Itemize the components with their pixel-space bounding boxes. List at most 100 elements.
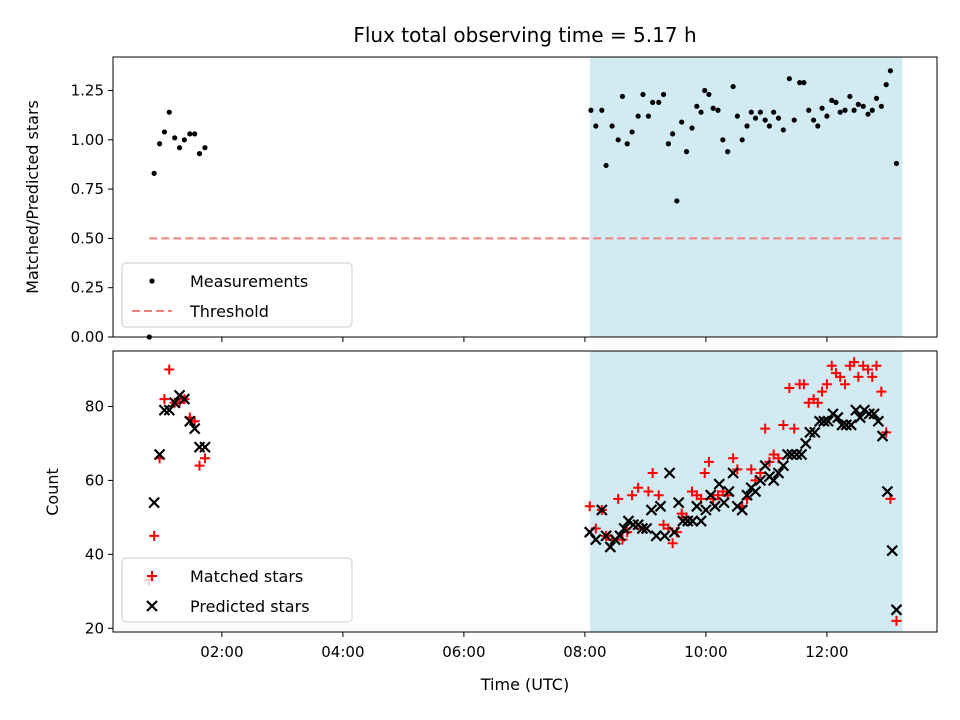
bottom-matched-point (891, 615, 902, 626)
bottom-legend-label: Predicted stars (190, 597, 310, 616)
top-measurement-point (609, 123, 615, 129)
bottom-matched-point (194, 460, 205, 471)
top-measurement-point (629, 129, 635, 135)
top-measurement-point (739, 137, 745, 143)
top-measurement-point (176, 145, 183, 151)
top-measurement-point (599, 107, 605, 113)
top-y-tick-label: 1.25 (71, 82, 104, 100)
bottom-matched-point (760, 423, 771, 434)
top-measurement-point (725, 149, 731, 155)
bottom-matched-point (728, 453, 739, 464)
bottom-predicted-point (799, 437, 812, 450)
bottom-predicted-point (713, 478, 725, 490)
bottom-matched-point (653, 490, 664, 501)
top-measurement-point (640, 91, 646, 98)
bottom-predicted-point (590, 533, 602, 546)
bottom-predicted-point (184, 415, 196, 428)
bottom-predicted-point (148, 496, 160, 509)
top-measurement-point (860, 103, 866, 109)
bottom-panel: 20 40 60 80 02:00 04:00 06:00 08:00 10:00 12:00 Ma… (85, 350, 938, 661)
top-measurement-point (187, 131, 193, 137)
bottom-y-axis-label: Count (43, 468, 62, 516)
bottom-matched-point (667, 538, 678, 549)
bottom-predicted-point (668, 526, 681, 538)
top-measurement-point (786, 76, 792, 82)
top-measurement-point (734, 113, 740, 119)
bottom-y-tick-label: 80 (85, 397, 104, 415)
top-measurement-point (878, 103, 884, 109)
bottom-predicted-point (886, 544, 899, 557)
bottom-predicted-point (863, 408, 876, 420)
top-y-tick-label: 0.50 (71, 229, 104, 247)
bottom-x-tick-label: 06:00 (442, 643, 485, 661)
top-measurement-point (837, 109, 843, 115)
bottom-predicted-point (781, 448, 794, 461)
top-measurement-point (869, 107, 875, 113)
bottom-matched-point (149, 530, 160, 541)
bottom-matched-point (853, 371, 864, 382)
bottom-y-tick-label: 20 (85, 619, 104, 637)
top-measurement-point (748, 109, 754, 115)
bottom-matched-point (863, 364, 874, 375)
bottom-predicted-point (672, 496, 685, 509)
bottom-matched-point (812, 397, 823, 408)
bottom-matched-point (849, 357, 860, 368)
top-measurement-point (824, 113, 830, 119)
top-measurement-point (161, 129, 168, 135)
bottom-predicted-point (691, 500, 703, 513)
bottom-predicted-point (681, 515, 694, 527)
bottom-predicted-point (772, 467, 785, 479)
bottom-predicted-point (818, 415, 830, 428)
top-measurement-point (650, 99, 656, 105)
top-measurement-point (883, 82, 889, 88)
top-measurement-point (775, 115, 782, 121)
bottom-predicted-point (809, 426, 821, 439)
bottom-predicted-point (741, 489, 753, 501)
top-measurement-point (196, 151, 203, 157)
top-measurement-point (660, 91, 667, 98)
bottom-legend-label: Matched stars (190, 567, 303, 586)
top-measurement-point (635, 113, 641, 119)
top-measurement-point (615, 137, 621, 143)
bottom-predicted-point (777, 459, 790, 472)
top-measurement-point (645, 113, 652, 119)
bottom-axes-frame (112, 350, 938, 633)
bottom-predicted-point (754, 474, 767, 487)
top-measurement-point (851, 107, 857, 113)
top-legend (121, 262, 353, 328)
bottom-predicted-point (654, 500, 667, 513)
top-measurement-point (771, 109, 777, 115)
top-legend-dot-marker (149, 278, 155, 284)
top-y-axis-label: Matched/Predicted stars (23, 100, 42, 294)
bottom-x-tick-label: 10:00 (684, 643, 727, 661)
top-measurement-point (192, 131, 198, 137)
bottom-predicted-point (640, 522, 653, 535)
top-measurement-point (702, 87, 708, 94)
bottom-predicted-point (163, 404, 176, 416)
top-measurement-point (752, 115, 759, 121)
bottom-matched-point (746, 464, 757, 475)
bottom-predicted-point (695, 515, 707, 527)
figure-title: Flux total observing time = 5.17 h (353, 23, 696, 47)
bottom-matched-point (647, 468, 658, 479)
bottom-predicted-point (650, 530, 663, 542)
bottom-y-tick-label: 60 (85, 471, 104, 489)
top-axes-frame (112, 56, 938, 338)
bottom-predicted-point (767, 474, 780, 487)
bottom-predicted-point (872, 415, 885, 428)
bottom-predicted-point (840, 419, 853, 431)
bottom-predicted-point (890, 604, 903, 616)
top-measurement-point (674, 198, 680, 204)
top-legend-label: Threshold (189, 302, 269, 321)
top-measurement-point (603, 162, 609, 169)
top-measurement-point (730, 83, 736, 90)
top-measurement-point (815, 123, 821, 129)
top-measurement-point (766, 123, 773, 129)
top-measurement-point (791, 117, 797, 123)
top-measurement-point (865, 111, 871, 117)
top-measurement-point (665, 141, 671, 147)
bottom-x-tick-label: 02:00 (200, 643, 243, 661)
bottom-predicted-point (704, 489, 717, 501)
bottom-matched-point (826, 360, 837, 371)
bottom-y-tick-label: 40 (85, 545, 104, 563)
